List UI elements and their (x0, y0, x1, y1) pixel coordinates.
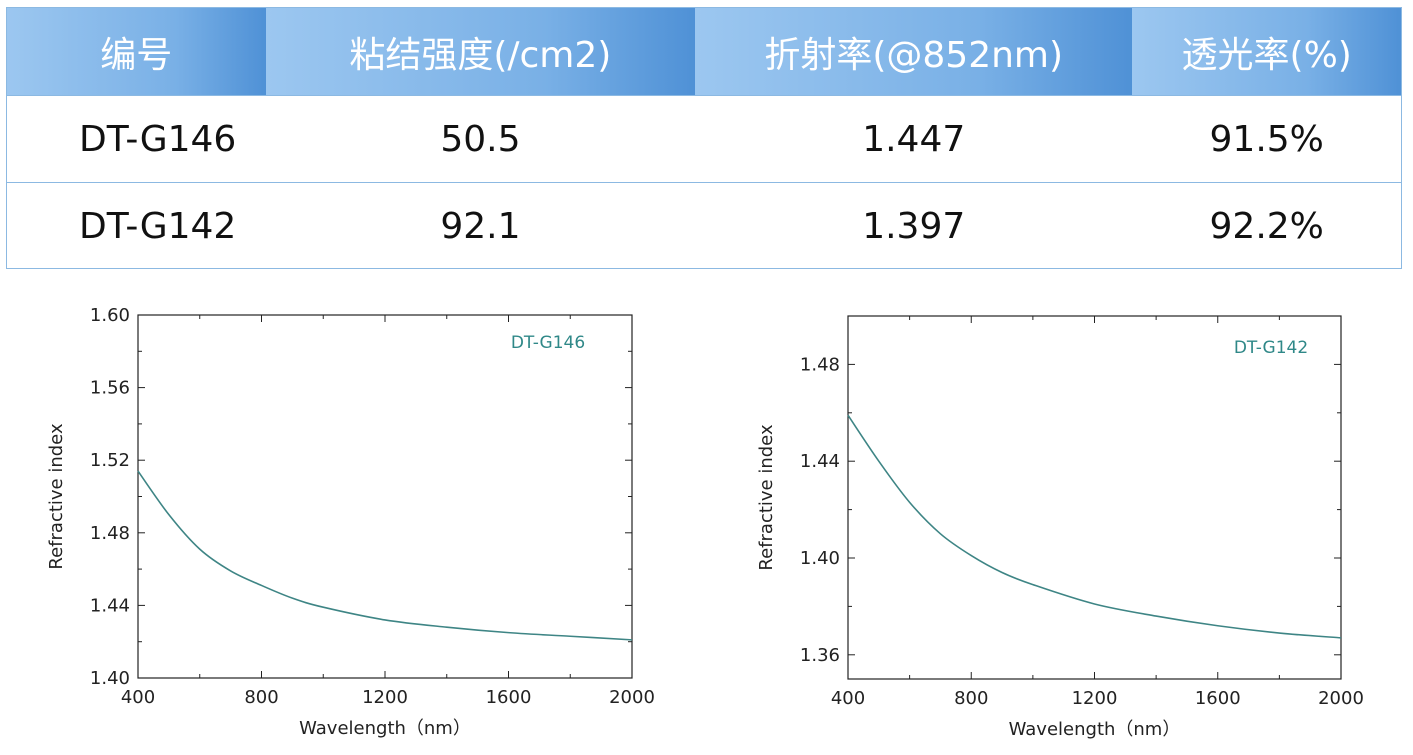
x-tick-label: 400 (831, 688, 865, 709)
y-tick-label: 1.40 (800, 548, 840, 569)
y-tick-label: 1.52 (90, 450, 130, 471)
header-bond-strength: 粘结强度(/cm2) (265, 8, 696, 95)
cell-transmittance: 92.2% (1209, 205, 1324, 247)
y-tick-label: 1.40 (90, 668, 130, 689)
x-axis-label: Wavelength（nm） (299, 718, 471, 739)
y-tick-label: 1.44 (800, 451, 840, 472)
x-tick-label: 400 (121, 687, 155, 708)
series-line (847, 414, 1342, 639)
cell-transmittance: 91.5% (1209, 118, 1324, 160)
legend-entry: DT-G146 (511, 333, 585, 353)
y-tick-label: 1.44 (90, 595, 130, 616)
y-tick-label: 1.36 (800, 645, 840, 666)
y-tick-label: 1.48 (800, 354, 840, 375)
x-tick-label: 1200 (362, 687, 408, 708)
legend-entry: DT-G142 (1234, 338, 1308, 358)
series-line (137, 470, 633, 641)
x-tick-label: 800 (954, 688, 988, 709)
x-tick-label: 1600 (486, 687, 532, 708)
x-axis-label: Wavelength（nm） (1009, 719, 1181, 740)
cell-id: DT-G142 (79, 205, 237, 247)
header-refractive-index: 折射率(@852nm) (695, 8, 1133, 95)
cell-refractive-index: 1.397 (862, 205, 966, 247)
table-header: 编号 粘结强度(/cm2) 折射率(@852nm) 透光率(%) (7, 8, 1401, 95)
cell-bond-strength: 92.1 (440, 205, 521, 247)
y-tick-label: 1.48 (90, 523, 130, 544)
table-row: DT-G146 50.5 1.447 91.5% (7, 95, 1401, 181)
x-tick-label: 2000 (609, 687, 655, 708)
y-axis-label: Refractive index (46, 423, 67, 570)
cell-bond-strength: 50.5 (440, 118, 521, 160)
x-tick-label: 2000 (1318, 688, 1364, 709)
x-tick-label: 800 (244, 687, 278, 708)
refractive-index-chart-g146: 400 800 1200 1600 2000 1.40 1.44 1.48 1.52 1.56 1.… (46, 305, 655, 739)
refractive-index-chart-g142: 400 800 1200 1600 2000 1.36 1.40 1.44 1.48 Wavele… (756, 315, 1364, 740)
x-tick-label: 1600 (1195, 688, 1241, 709)
y-axis-label: Refractive index (756, 424, 777, 571)
y-tick-label: 1.56 (90, 378, 130, 399)
properties-table: 编号 粘结强度(/cm2) 折射率(@852nm) 透光率(%) DT-G146… (6, 7, 1402, 269)
plot-frame (847, 315, 1342, 680)
x-tick-label: 1200 (1072, 688, 1118, 709)
table-row: DT-G142 92.1 1.397 92.2% (7, 182, 1401, 268)
cell-refractive-index: 1.447 (862, 118, 966, 160)
y-tick-label: 1.60 (90, 305, 130, 326)
header-id: 编号 (7, 8, 266, 95)
plot-frame (137, 314, 633, 679)
header-transmittance: 透光率(%) (1132, 8, 1401, 95)
cell-id: DT-G146 (79, 118, 237, 160)
